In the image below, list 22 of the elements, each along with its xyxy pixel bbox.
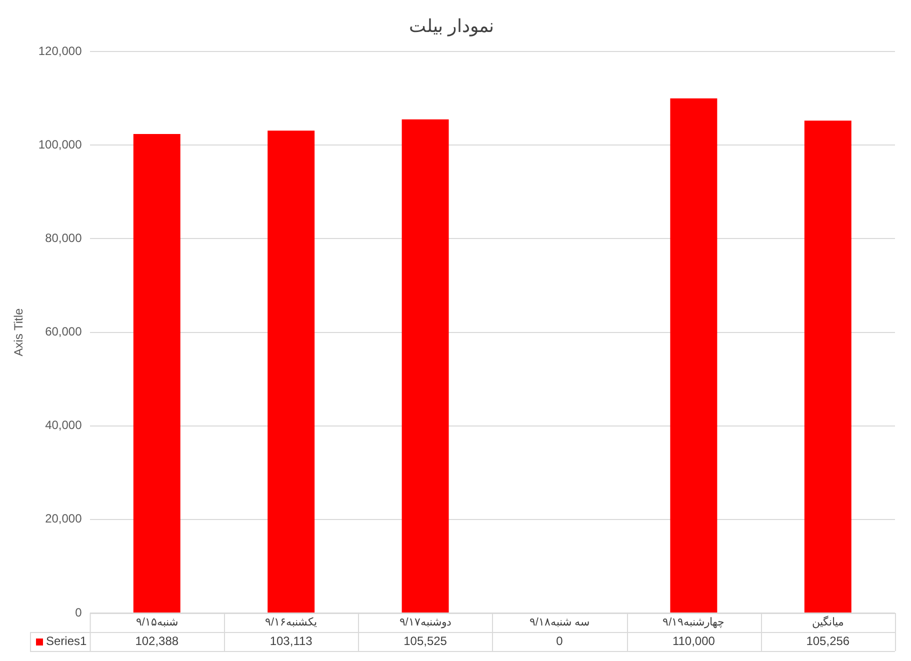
y-tick-label: 0 bbox=[75, 605, 82, 620]
y-tick-label: 20,000 bbox=[45, 512, 82, 526]
y-tick-label: 120,000 bbox=[38, 44, 82, 58]
data-label: 105,256 bbox=[806, 634, 850, 648]
legend-label: Series1 bbox=[46, 634, 88, 648]
x-tick-label: میانگین bbox=[812, 616, 844, 629]
data-label: 102,388 bbox=[135, 634, 179, 648]
x-tick-label: شنبه۹/۱۵ bbox=[136, 616, 178, 629]
data-label: 105,525 bbox=[404, 634, 448, 648]
data-label: 110,000 bbox=[672, 634, 716, 648]
y-tick-label: 60,000 bbox=[45, 324, 82, 339]
chart-title: نمودار بیلت bbox=[408, 16, 494, 37]
x-tick-label: یکشنبه۹/۱۶ bbox=[265, 616, 318, 629]
y-axis-title: Axis Title bbox=[12, 308, 26, 356]
x-tick-label: سه شنبه۹/۱۸ bbox=[529, 616, 590, 629]
y-tick-label: 100,000 bbox=[38, 137, 82, 152]
y-tick-label: 80,000 bbox=[45, 231, 82, 246]
x-tick-label: دوشنبه۹/۱۷ bbox=[399, 616, 452, 629]
data-label: 103,113 bbox=[270, 634, 313, 648]
y-tick-label: 40,000 bbox=[45, 418, 82, 432]
x-tick-label: چهارشنبه۹/۱۹ bbox=[662, 616, 725, 629]
data-label: 0 bbox=[556, 634, 564, 648]
